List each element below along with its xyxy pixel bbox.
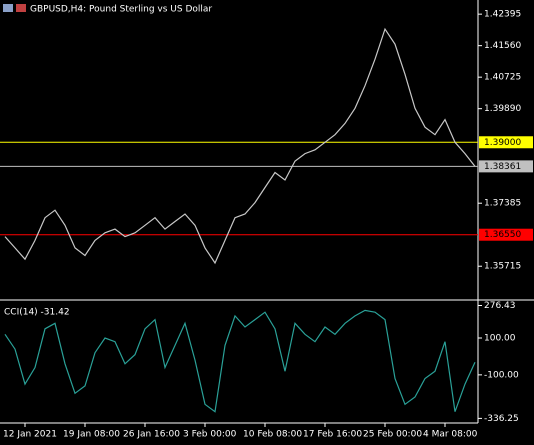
x-tick-label: 25 Feb 00:00 — [363, 430, 422, 440]
y-tick-label: 1.37385 — [484, 199, 521, 209]
x-tick-label: 4 Mar 08:00 — [423, 430, 478, 440]
x-tick-label: 12 Jan 2021 — [3, 430, 57, 440]
price-level-label: 1.39000 — [484, 138, 521, 148]
x-tick-label: 17 Feb 16:00 — [303, 430, 362, 440]
price-level-box — [479, 136, 533, 149]
flag-icon — [16, 4, 26, 12]
y-tick-label: -336.25 — [484, 414, 519, 424]
y-tick-label: 1.35715 — [484, 262, 521, 272]
y-tick-label: 1.41560 — [484, 41, 521, 51]
price-level-label: 1.38361 — [484, 162, 521, 172]
y-tick-label: 1.39890 — [484, 104, 521, 114]
y-tick-label: -100.00 — [484, 370, 519, 380]
x-tick-label: 26 Jan 16:00 — [123, 430, 180, 440]
x-tick-label: 19 Jan 08:00 — [63, 430, 120, 440]
y-tick-label: 1.40725 — [484, 73, 521, 83]
y-tick-label: 1.42395 — [484, 10, 521, 20]
price-level-box — [479, 160, 533, 173]
x-tick-label: 3 Feb 00:00 — [183, 430, 237, 440]
y-tick-label: 100.00 — [484, 334, 516, 344]
price-level-box — [479, 228, 533, 241]
indicator-title: CCI(14) -31.42 — [4, 308, 70, 318]
flag-icon — [3, 4, 13, 12]
x-tick-label: 10 Feb 08:00 — [243, 430, 302, 440]
series-line — [4, 27, 476, 265]
series-line — [4, 309, 476, 413]
y-tick-label: 276.43 — [484, 301, 516, 311]
chart-title: GBPUSD,H4: Pound Sterling vs US Dollar — [30, 5, 212, 15]
price-level-label: 1.36550 — [484, 230, 521, 240]
